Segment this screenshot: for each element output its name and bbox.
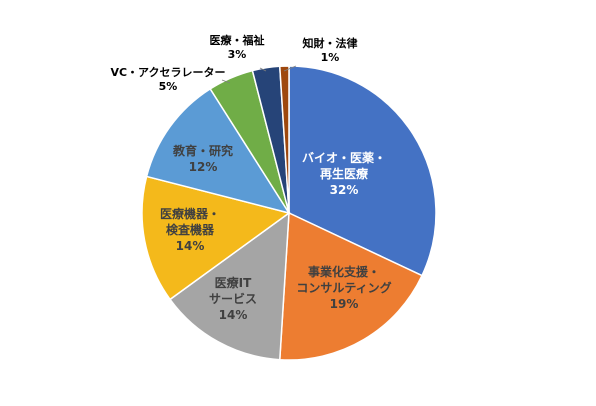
data-label-category: 医療IT [215,275,252,290]
data-label-value: 14% [176,239,205,253]
data-label-value: 12% [189,160,218,174]
leader-line-6 [259,67,267,72]
pie-slice-0 [288,65,437,277]
data-label-7: 知財・法律 1% [302,36,358,64]
data-label-category: VC・アクセラレーター [110,66,225,79]
data-label-category: 事業化支援・ [308,264,380,279]
leader-line-7 [283,65,297,72]
data-label-category: サービス [209,291,257,306]
data-label-2: 医療IT サービス 14% [209,275,257,322]
data-label-category: コンサルティング [296,280,391,295]
data-label-category: 教育・研究 [172,143,233,158]
data-label-category: 知財・法律 [302,36,358,50]
data-label-value: 32% [330,183,359,197]
data-label-value: 19% [330,297,359,311]
pie-slice-7 [278,65,290,214]
pie-slice-2 [169,211,290,361]
data-label-4: 教育・研究 12% [172,143,233,174]
data-label-category: 検査機器 [166,222,215,237]
pie-slice-3 [141,175,291,301]
leader-line-5 [221,79,231,84]
data-label-category: 医療機器・ [160,206,220,221]
data-label-category: バイオ・医薬・ [302,150,386,165]
data-label-3: 医療機器・検査機器 14% [160,206,220,253]
pie-slice-1 [278,211,424,361]
data-label-value: 1% [321,51,340,64]
data-label-5: VC・アクセラレーター 5% [110,66,225,93]
data-label-value: 14% [219,308,248,322]
pie-slice-4 [145,87,291,215]
data-label-1: 事業化支援・コンサルティング 19% [296,264,391,311]
data-label-value: 3% [228,48,247,61]
data-label-0: バイオ・医薬・再生医療 32% [302,150,386,197]
data-label-category: 再生医療 [320,166,368,181]
data-label-6: 医療・福祉 3% [210,33,265,61]
data-label-value: 5% [159,80,178,93]
data-label-category: 医療・福祉 [210,33,265,47]
